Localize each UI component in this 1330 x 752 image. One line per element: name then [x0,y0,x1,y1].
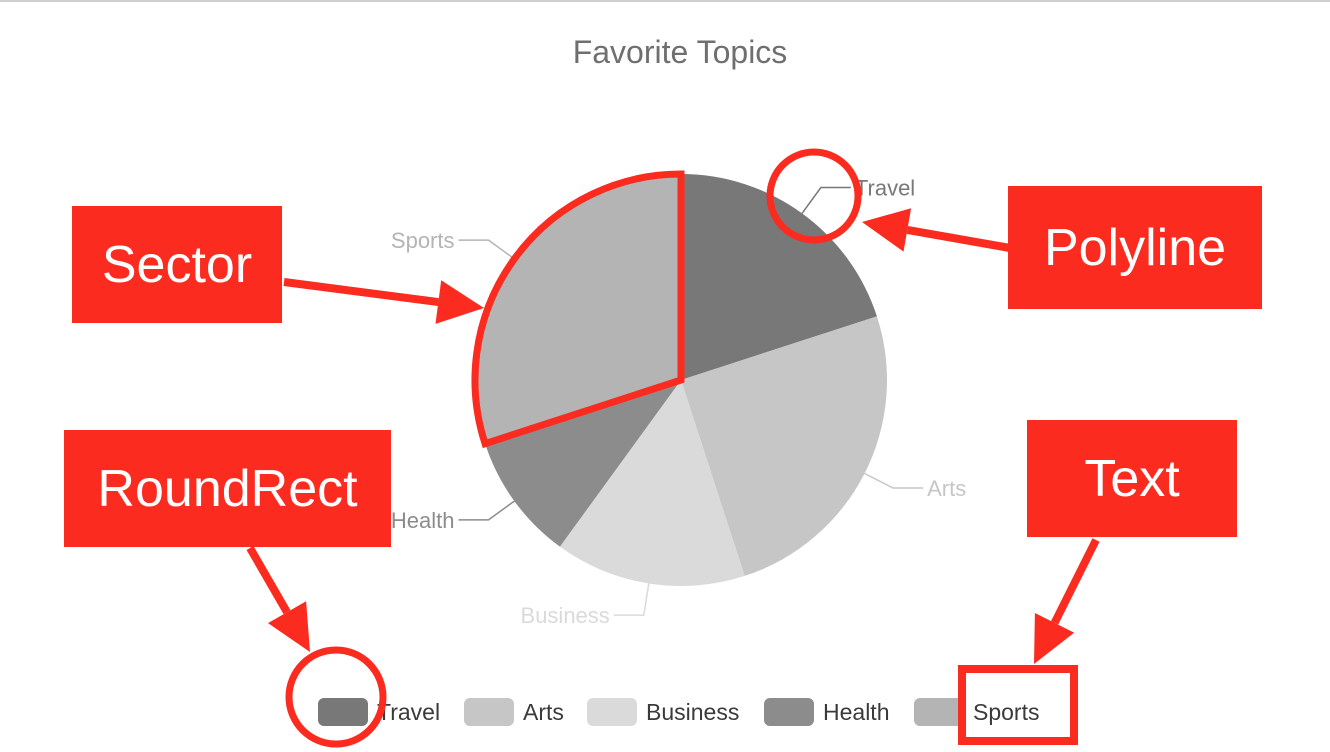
sector-arrow [283,278,484,324]
text-annotation-label: Text [1027,420,1237,537]
text-highlight-box [958,665,1078,745]
pie-slice-travel [681,174,877,380]
legend-label-health[interactable]: Health [823,699,889,725]
legend-label-arts[interactable]: Arts [523,699,564,725]
leader-line-arts [864,472,924,489]
roundrect-arrow [246,546,310,652]
polyline-highlight-circle [766,148,862,244]
leader-line-sports [458,239,515,260]
pie-slice-arts [681,316,888,576]
legend-swatch-arts[interactable] [464,698,514,726]
sector-highlight-outline [471,170,685,449]
roundrect-annotation-label: RoundRect [64,430,391,547]
sector-annotation-label: Sector [72,206,282,323]
legend-label-sports[interactable]: Sports [973,699,1039,725]
legend-swatch-travel[interactable] [318,698,368,726]
leader-line-business [613,583,650,616]
slice-label-business: Business [521,603,610,628]
leader-line-travel [801,186,851,214]
slice-label-sports: Sports [391,228,455,253]
pie-slice-business [559,380,745,587]
leader-line-health [458,500,515,521]
slice-label-arts: Arts [927,476,966,501]
slice-label-travel: Travel [855,176,915,201]
legend-label-travel[interactable]: Travel [377,699,440,725]
pie-slice-health [485,380,681,547]
pie-slice-sports [474,173,681,444]
roundrect-highlight-circle [285,646,387,748]
legend-swatch-health[interactable] [764,698,814,726]
slice-label-health: Health [391,508,455,533]
legend-swatch-business[interactable] [587,698,637,726]
top-border [0,0,1330,2]
legend-label-business[interactable]: Business [646,699,739,725]
legend-swatch-sports[interactable] [914,698,964,726]
text-arrow [1034,538,1100,664]
polyline-annotation-label: Polyline [1008,186,1262,309]
chart-title: Favorite Topics [573,34,788,70]
polyline-arrow [862,208,1011,252]
